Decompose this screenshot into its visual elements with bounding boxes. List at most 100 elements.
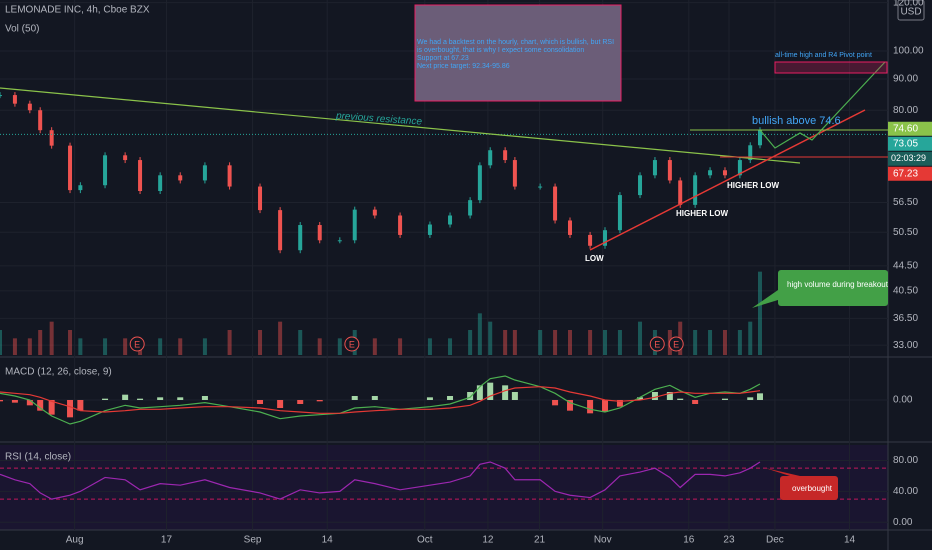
macd-histogram <box>426 397 433 400</box>
earnings-marker <box>668 336 684 352</box>
macd-histogram <box>11 400 18 403</box>
y-tick-label: 40.00 <box>893 486 918 497</box>
volume-bar <box>27 338 32 355</box>
volume-bar <box>158 338 163 355</box>
macd-histogram <box>616 400 623 407</box>
macd-line <box>0 375 761 425</box>
candle <box>38 110 43 131</box>
candle <box>123 155 128 161</box>
volume-bar <box>49 321 54 355</box>
candle <box>12 95 17 104</box>
volume-bar <box>567 330 572 355</box>
volume-bar <box>38 330 43 355</box>
macd-histogram <box>721 398 728 400</box>
x-tick-label: 14 <box>322 535 334 546</box>
candle <box>398 215 403 235</box>
note-line: We had a backtest on the hourly, chart, … <box>417 39 614 46</box>
candle <box>427 224 432 235</box>
volume-bar <box>317 338 322 355</box>
y-tick-label: 0.00 <box>893 517 913 528</box>
note-line: Next price target: 92.34-95.86 <box>417 63 510 70</box>
volume-bar <box>617 330 622 355</box>
y-tick-label: 33.00 <box>893 340 918 351</box>
macd-histogram <box>37 400 44 411</box>
y-tick-label: 90.00 <box>893 74 918 85</box>
macd-histogram <box>756 393 763 400</box>
y-tick-label: 80.00 <box>893 455 918 466</box>
macd-histogram <box>476 385 483 400</box>
macd-histogram <box>637 397 644 400</box>
volume-bar <box>427 338 432 355</box>
currency: USD <box>900 7 921 18</box>
candle <box>638 175 643 196</box>
macd-histogram <box>351 396 358 400</box>
volume-bar <box>588 330 593 355</box>
candle <box>49 130 54 146</box>
macd-histogram <box>502 385 509 400</box>
macd-histogram <box>277 400 284 408</box>
macd-histogram <box>552 400 559 406</box>
macd-histogram <box>102 398 109 400</box>
volume-bar <box>298 330 303 355</box>
candle <box>617 195 622 231</box>
candle <box>278 210 283 251</box>
signal-line <box>0 386 761 414</box>
macd-histogram <box>447 396 454 400</box>
volume-bar <box>398 338 403 355</box>
candle <box>538 186 543 188</box>
volume-bar <box>12 338 17 355</box>
x-tick-label: Oct <box>417 535 433 546</box>
volume-bar <box>103 338 108 355</box>
earnings-marker <box>649 336 665 352</box>
x-tick-label: 17 <box>161 535 173 546</box>
volume-bar <box>503 330 508 355</box>
volume-bar <box>477 313 482 355</box>
candle <box>227 165 232 187</box>
macd-histogram <box>67 400 74 418</box>
volume-bar <box>553 330 558 355</box>
macd-histogram <box>487 382 494 400</box>
volume-bar <box>448 338 453 355</box>
candle <box>138 160 143 192</box>
macd-histogram <box>48 400 55 415</box>
macd-histogram <box>122 394 129 400</box>
volume-bar <box>603 330 608 355</box>
y-tick-label: 120.00 <box>893 0 924 8</box>
macd-histogram <box>297 400 304 404</box>
macd-histogram <box>677 398 684 400</box>
volume-bar <box>722 330 727 355</box>
candle <box>468 200 473 216</box>
macd-histogram <box>0 400 3 402</box>
countdown: 02:03:29 <box>891 153 926 163</box>
volume-bar <box>337 338 342 355</box>
y-tick-label: 56.50 <box>893 197 918 208</box>
volume-bar <box>512 330 517 355</box>
symbol: LEMONADE INC, 4h, Cboe BZX <box>5 5 150 16</box>
x-tick-label: Dec <box>766 535 784 546</box>
earnings-label: E <box>673 339 679 349</box>
candle <box>693 175 698 205</box>
overbought-note: overbought <box>792 484 833 493</box>
price-tag <box>888 136 932 151</box>
volume-bar <box>638 321 643 355</box>
volume-label: Vol (50) <box>5 24 39 35</box>
candle <box>488 150 493 166</box>
x-tick-label: Sep <box>244 535 262 546</box>
candle <box>588 234 593 246</box>
x-tick-label: Aug <box>66 535 84 546</box>
y-tick-label: 44.50 <box>893 260 918 271</box>
earnings-marker <box>344 336 360 352</box>
candle <box>352 209 357 241</box>
candle <box>737 160 742 176</box>
volume-bar <box>178 338 183 355</box>
candle <box>317 225 322 241</box>
earnings-label: E <box>349 339 355 349</box>
volume-bar <box>372 338 377 355</box>
candle <box>337 240 342 242</box>
macd-histogram <box>371 396 378 400</box>
macd-histogram <box>137 398 144 400</box>
note-line: Support at 67.23 <box>417 55 469 62</box>
candle <box>757 130 762 146</box>
candle <box>202 165 207 181</box>
